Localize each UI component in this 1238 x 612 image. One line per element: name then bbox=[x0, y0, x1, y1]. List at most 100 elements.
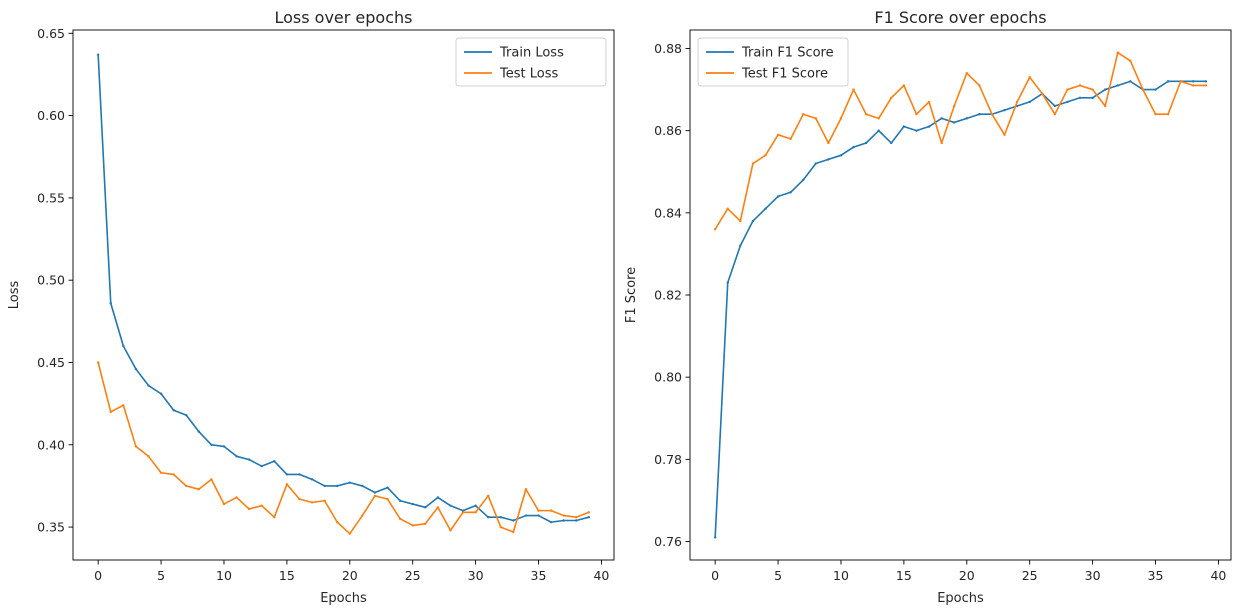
series-line-test-loss bbox=[97, 361, 590, 535]
data-point bbox=[310, 501, 314, 504]
series-line-train-loss bbox=[97, 53, 590, 523]
data-point bbox=[361, 514, 364, 517]
data-point bbox=[436, 506, 440, 509]
data-point bbox=[1154, 113, 1157, 116]
series-line-train-f1-score bbox=[714, 80, 1207, 539]
data-point bbox=[424, 506, 427, 509]
data-point bbox=[172, 473, 175, 476]
data-point bbox=[336, 520, 339, 524]
data-point bbox=[776, 133, 780, 136]
data-point bbox=[1129, 59, 1132, 63]
data-point bbox=[940, 117, 943, 120]
data-point bbox=[852, 88, 855, 91]
data-point bbox=[373, 494, 377, 498]
data-point bbox=[386, 486, 389, 489]
y-tick-label: 0.88 bbox=[654, 41, 682, 56]
x-tick-label: 40 bbox=[593, 568, 609, 583]
x-tick-label: 25 bbox=[405, 568, 421, 583]
data-point bbox=[927, 100, 931, 104]
x-tick-label: 35 bbox=[531, 568, 547, 583]
x-tick-label: 40 bbox=[1210, 568, 1226, 583]
x-axis-label: Epochs bbox=[937, 591, 984, 606]
data-point bbox=[1053, 113, 1057, 116]
data-point bbox=[147, 384, 150, 387]
data-point bbox=[134, 367, 138, 371]
data-point bbox=[890, 96, 893, 99]
y-tick-label: 0.35 bbox=[37, 520, 65, 535]
data-point bbox=[222, 445, 226, 448]
data-point bbox=[852, 145, 855, 149]
data-point bbox=[159, 471, 163, 474]
data-point bbox=[273, 460, 276, 463]
y-axis-label: Loss bbox=[7, 281, 22, 310]
y-tick-label: 0.50 bbox=[37, 273, 65, 288]
data-point bbox=[285, 483, 289, 486]
data-point bbox=[789, 191, 792, 194]
data-point bbox=[1179, 80, 1182, 83]
data-point bbox=[273, 516, 276, 519]
data-point bbox=[461, 511, 465, 514]
data-point bbox=[776, 195, 780, 198]
data-point bbox=[902, 125, 906, 128]
x-tick-label: 0 bbox=[94, 568, 102, 583]
data-point bbox=[348, 532, 351, 535]
data-point bbox=[1129, 80, 1132, 83]
data-point bbox=[486, 494, 490, 498]
legend-box bbox=[697, 37, 849, 87]
data-point bbox=[953, 104, 956, 108]
y-tick-label: 0.65 bbox=[37, 26, 65, 41]
data-point bbox=[1154, 88, 1157, 91]
legend-box bbox=[455, 37, 607, 87]
data-point bbox=[1204, 84, 1208, 87]
data-point bbox=[461, 509, 465, 512]
data-point bbox=[449, 504, 452, 507]
data-point bbox=[726, 207, 729, 210]
data-point bbox=[222, 502, 226, 506]
x-tick-label: 20 bbox=[342, 568, 358, 583]
data-point bbox=[436, 496, 440, 499]
y-tick-label: 0.78 bbox=[654, 452, 682, 467]
x-tick-label: 35 bbox=[1148, 568, 1164, 583]
data-point bbox=[424, 522, 427, 525]
data-point bbox=[109, 302, 112, 305]
x-tick-label: 0 bbox=[711, 568, 719, 583]
data-point bbox=[751, 219, 755, 223]
data-point bbox=[361, 484, 364, 488]
data-point bbox=[411, 502, 414, 506]
data-point bbox=[940, 141, 943, 145]
data-point bbox=[210, 443, 213, 446]
data-point bbox=[990, 113, 994, 116]
y-tick-label: 0.76 bbox=[654, 534, 682, 549]
data-point bbox=[1066, 88, 1069, 91]
legend: Train F1 Score Test F1 Score bbox=[697, 37, 849, 87]
data-point bbox=[323, 499, 326, 502]
legend: Train Loss Test Loss bbox=[455, 37, 607, 87]
data-point bbox=[1141, 88, 1145, 91]
data-point bbox=[411, 524, 414, 527]
data-point bbox=[965, 117, 968, 120]
x-tick-label: 20 bbox=[959, 568, 975, 583]
data-point bbox=[877, 129, 880, 132]
y-tick-label: 0.84 bbox=[654, 205, 682, 220]
data-point bbox=[512, 519, 515, 522]
data-point bbox=[927, 125, 931, 128]
data-point bbox=[323, 484, 326, 488]
data-point bbox=[210, 478, 213, 481]
data-point bbox=[839, 117, 843, 120]
data-point bbox=[587, 516, 591, 519]
data-point bbox=[1103, 88, 1107, 91]
data-point bbox=[235, 496, 238, 499]
data-point bbox=[915, 129, 918, 132]
data-point bbox=[575, 519, 578, 522]
data-point bbox=[1192, 84, 1195, 87]
data-point bbox=[713, 536, 717, 539]
data-point bbox=[965, 71, 968, 75]
data-point bbox=[486, 516, 490, 519]
data-point bbox=[159, 392, 163, 395]
x-axis-label: Epochs bbox=[320, 591, 367, 606]
x-tick-label: 5 bbox=[157, 568, 165, 583]
data-point bbox=[348, 481, 351, 484]
series-line-test-f1-score bbox=[714, 51, 1207, 231]
data-point bbox=[1103, 104, 1107, 108]
